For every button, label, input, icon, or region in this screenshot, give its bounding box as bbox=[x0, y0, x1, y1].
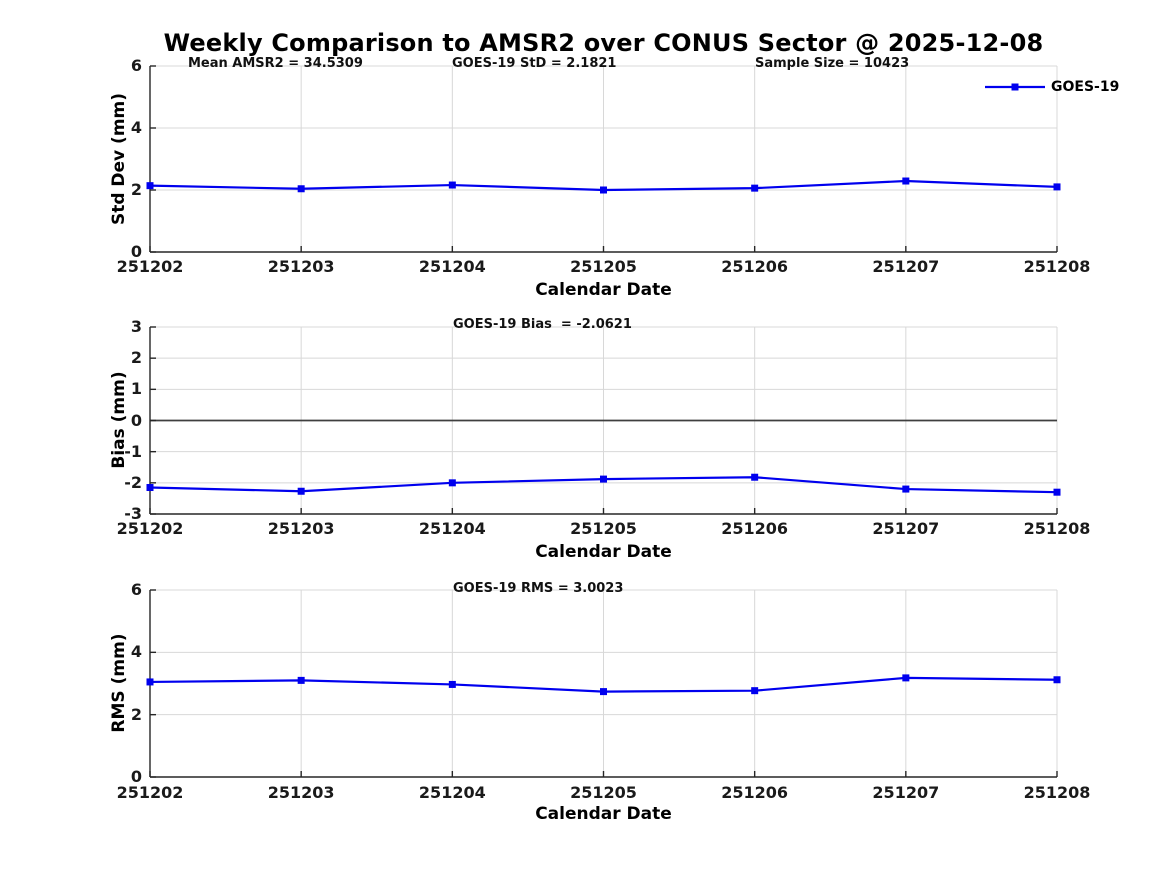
y-tick-label: 0 bbox=[130, 410, 142, 430]
x-tick-label: 251207 bbox=[872, 257, 940, 276]
x-tick-label: 251203 bbox=[267, 519, 335, 538]
x-tick-label: 251208 bbox=[1023, 257, 1091, 276]
y-tick-label: 3 bbox=[130, 317, 142, 336]
data-marker bbox=[751, 687, 759, 695]
data-marker bbox=[146, 182, 154, 190]
goes19-bias-annotation: GOES-19 Bias = -2.0621 bbox=[453, 317, 632, 332]
rms-y-axis-label: RMS (mm) bbox=[109, 633, 129, 733]
x-tick-label: 251204 bbox=[418, 783, 486, 802]
x-tick-label: 251205 bbox=[570, 783, 637, 802]
legend-goes19-label: GOES-19 bbox=[1051, 79, 1120, 95]
data-marker bbox=[297, 487, 305, 495]
calendar-date-label-stddev: Calendar Date bbox=[535, 280, 672, 300]
x-tick-label: 251207 bbox=[872, 519, 940, 538]
data-marker bbox=[902, 674, 910, 682]
goes19-std-annotation: GOES-19 StD = 2.1821 bbox=[452, 56, 617, 71]
y-tick-label: 0 bbox=[130, 767, 142, 786]
y-tick-label: -1 bbox=[124, 441, 142, 461]
data-marker bbox=[751, 184, 759, 192]
x-tick-label: 251203 bbox=[267, 783, 335, 802]
data-marker bbox=[1053, 488, 1061, 496]
goes19-rms-annotation: GOES-19 RMS = 3.0023 bbox=[453, 581, 624, 596]
x-tick-label: 251206 bbox=[721, 783, 789, 802]
x-tick-label: 251206 bbox=[721, 257, 789, 276]
data-marker bbox=[1053, 676, 1061, 684]
x-tick-label: 251204 bbox=[418, 519, 486, 538]
data-marker bbox=[448, 181, 456, 189]
data-marker bbox=[297, 676, 305, 684]
data-marker bbox=[146, 484, 154, 492]
x-tick-label: 251205 bbox=[570, 519, 637, 538]
data-marker bbox=[600, 688, 607, 696]
data-marker bbox=[751, 473, 759, 481]
x-tick-label: 251208 bbox=[1023, 519, 1091, 538]
y-tick-label: 2 bbox=[130, 704, 142, 724]
y-tick-label: 2 bbox=[130, 348, 142, 368]
y-tick-label: 4 bbox=[130, 118, 142, 137]
x-tick-label: 251202 bbox=[116, 519, 184, 538]
data-marker bbox=[448, 680, 456, 688]
y-tick-label: 2 bbox=[130, 180, 142, 199]
y-tick-label: 6 bbox=[130, 580, 142, 599]
x-tick-label: 251208 bbox=[1023, 783, 1091, 802]
mean-amsr2-annotation: Mean AMSR2 = 34.5309 bbox=[188, 56, 363, 71]
sample-size-annotation: Sample Size = 10423 bbox=[755, 56, 910, 71]
figure-title: Weekly Comparison to AMSR2 over CONUS Se… bbox=[163, 29, 1044, 57]
y-tick-label: -2 bbox=[124, 472, 142, 492]
calendar-date-label-bias: Calendar Date bbox=[535, 542, 672, 562]
y-tick-label: -3 bbox=[124, 504, 142, 523]
y-tick-label: 1 bbox=[130, 379, 142, 399]
data-marker bbox=[600, 475, 607, 483]
y-tick-label: 4 bbox=[130, 642, 142, 662]
calendar-date-label-rms: Calendar Date bbox=[535, 804, 672, 824]
y-tick-label: 0 bbox=[130, 242, 142, 261]
data-marker bbox=[448, 479, 456, 487]
data-marker bbox=[902, 485, 910, 493]
legend-marker-sample bbox=[1011, 83, 1019, 91]
x-tick-label: 251202 bbox=[116, 783, 184, 802]
x-tick-label: 251207 bbox=[872, 783, 940, 802]
data-marker bbox=[600, 186, 607, 194]
data-marker bbox=[1053, 183, 1061, 191]
x-tick-label: 251206 bbox=[721, 519, 789, 538]
y-tick-label: 6 bbox=[130, 56, 142, 75]
x-tick-label: 251202 bbox=[116, 257, 184, 276]
x-tick-label: 251204 bbox=[418, 257, 486, 276]
data-marker bbox=[902, 177, 910, 185]
data-marker bbox=[297, 185, 305, 193]
data-marker bbox=[146, 678, 154, 686]
x-tick-label: 251203 bbox=[267, 257, 335, 276]
x-tick-label: 251205 bbox=[570, 257, 637, 276]
